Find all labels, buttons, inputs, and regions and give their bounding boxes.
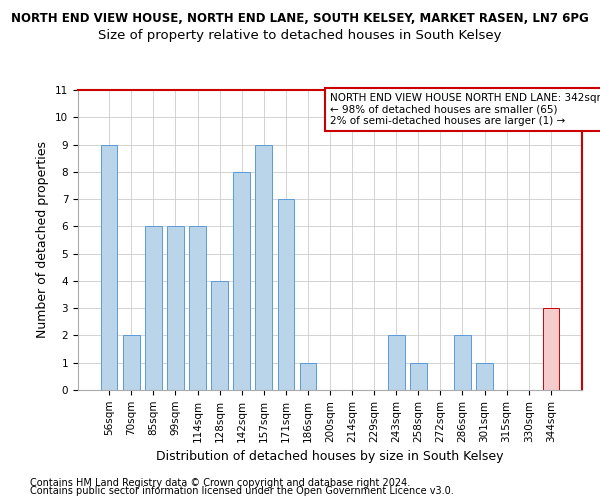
Text: Contains public sector information licensed under the Open Government Licence v3: Contains public sector information licen…: [30, 486, 454, 496]
Bar: [410, 362, 427, 390]
Text: NORTH END VIEW HOUSE, NORTH END LANE, SOUTH KELSEY, MARKET RASEN, LN7 6PG: NORTH END VIEW HOUSE, NORTH END LANE, SO…: [11, 12, 589, 26]
Text: Contains HM Land Registry data © Crown copyright and database right 2024.: Contains HM Land Registry data © Crown c…: [30, 478, 410, 488]
Bar: [189, 226, 206, 390]
Bar: [454, 336, 471, 390]
Bar: [123, 336, 140, 390]
Bar: [476, 362, 493, 390]
Bar: [101, 144, 118, 390]
Y-axis label: Number of detached properties: Number of detached properties: [37, 142, 49, 338]
Text: NORTH END VIEW HOUSE NORTH END LANE: 342sqm
← 98% of detached houses are smaller: NORTH END VIEW HOUSE NORTH END LANE: 342…: [330, 93, 600, 126]
Bar: [256, 144, 272, 390]
Bar: [542, 308, 559, 390]
Bar: [299, 362, 316, 390]
Bar: [388, 336, 404, 390]
Text: Size of property relative to detached houses in South Kelsey: Size of property relative to detached ho…: [98, 29, 502, 42]
Bar: [211, 281, 228, 390]
Bar: [278, 199, 294, 390]
Bar: [167, 226, 184, 390]
X-axis label: Distribution of detached houses by size in South Kelsey: Distribution of detached houses by size …: [156, 450, 504, 463]
Bar: [233, 172, 250, 390]
Bar: [145, 226, 161, 390]
